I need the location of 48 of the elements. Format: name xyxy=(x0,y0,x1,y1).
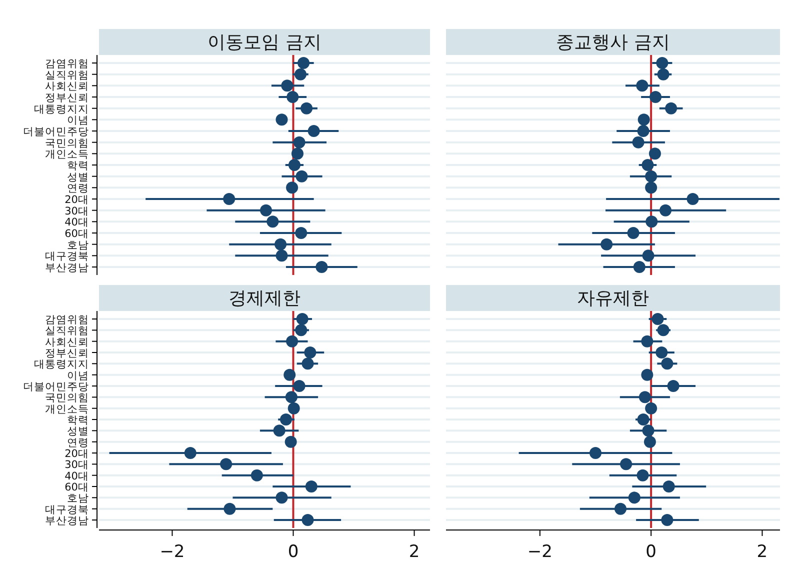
y-tick-label: 실직위험 xyxy=(45,69,89,82)
y-tick-label: 국민의힘 xyxy=(45,137,89,150)
y-tick-label: 정부신뢰 xyxy=(45,92,89,104)
y-tick-label: 사회신뢰 xyxy=(45,336,89,348)
y-tick-label: 대구경북 xyxy=(45,504,89,516)
chart-title: 종교행사 금지 xyxy=(556,32,670,53)
y-tick-label: 성별 xyxy=(67,426,89,438)
y-tick-label: 60대 xyxy=(64,482,89,494)
y-tick-label: 성별 xyxy=(67,171,89,184)
x-tick-label: 0 xyxy=(646,542,656,562)
y-tick-label: 실직위험 xyxy=(45,325,89,338)
x-tick-label: 2 xyxy=(408,542,420,562)
y-tick-label: 학력 xyxy=(67,160,89,172)
y-tick-label: 정부신뢰 xyxy=(45,348,89,360)
y-tick-label: 대통령지지 xyxy=(34,358,89,371)
x-tick-label: 0 xyxy=(288,542,299,562)
y-tick-label: 60대 xyxy=(64,228,89,240)
y-tick-label: 사회신뢰 xyxy=(45,80,89,93)
y-tick-label: 20대 xyxy=(64,448,89,460)
y-tick-label: 30대 xyxy=(64,459,89,472)
y-tick-label: 30대 xyxy=(64,205,89,218)
y-tick-label: 호남 xyxy=(67,492,89,505)
chart-title: 자유제한 xyxy=(577,288,649,309)
y-tick-label: 대통령지지 xyxy=(34,103,89,116)
y-tick-label: 연령 xyxy=(67,436,89,449)
y-tick-label: 감염위험 xyxy=(45,58,89,70)
y-tick-label: 개인소득 xyxy=(45,403,89,416)
y-tick-label: 호남 xyxy=(67,239,89,252)
chart-title: 경제제한 xyxy=(228,288,300,309)
y-tick-label: 40대 xyxy=(64,470,89,482)
y-tick-label: 20대 xyxy=(64,194,89,206)
y-tick-label: 부산경남 xyxy=(45,262,89,274)
y-tick-label: 연령 xyxy=(67,182,89,195)
y-tick-label: 부산경남 xyxy=(45,515,89,527)
y-tick-label: 개인소득 xyxy=(45,148,89,161)
x-tick-label: 2 xyxy=(756,542,768,562)
chart-title: 이동모임 금지 xyxy=(208,32,322,53)
y-tick-label: 이념 xyxy=(67,114,89,127)
x-tick-label: −2 xyxy=(160,542,185,562)
y-tick-label: 더불어민주당 xyxy=(23,126,89,138)
y-tick-label: 40대 xyxy=(64,216,89,229)
y-tick-label: 이념 xyxy=(67,370,89,382)
y-tick-label: 국민의힘 xyxy=(45,392,89,404)
y-tick-label: 대구경북 xyxy=(45,250,89,263)
y-tick-label: 더불어민주당 xyxy=(23,381,89,393)
y-tick-label: 학력 xyxy=(67,414,89,426)
y-tick-label: 감염위험 xyxy=(45,314,89,326)
x-tick-label: −2 xyxy=(527,542,552,562)
